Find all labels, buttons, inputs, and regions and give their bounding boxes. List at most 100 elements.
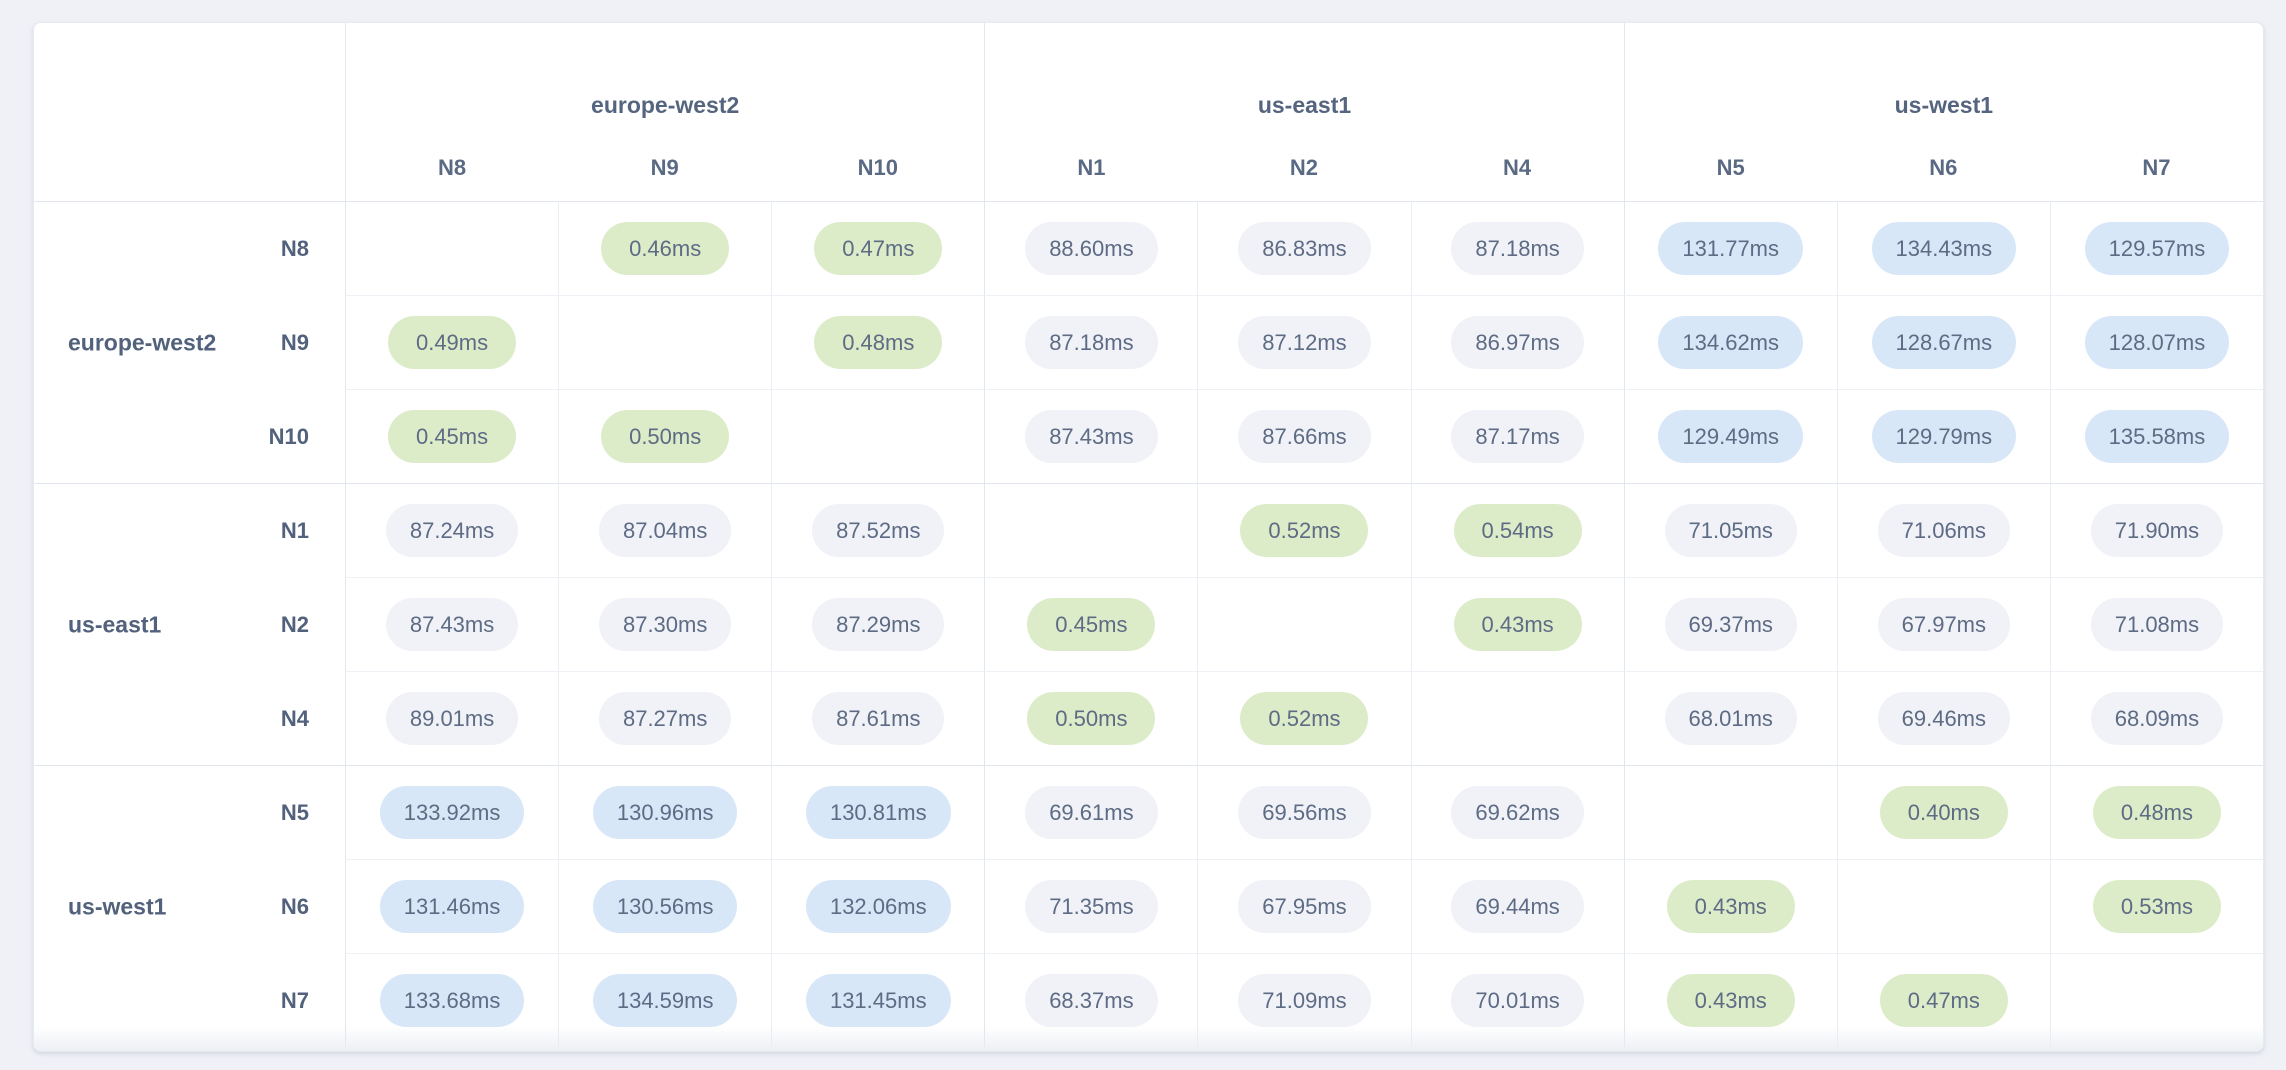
cell-N9-N6: 128.67ms [1836, 295, 2050, 389]
latency-pill-N6-N7: 0.53ms [2092, 880, 2221, 933]
cell-N5-N5 [1623, 765, 1837, 859]
cell-N5-N7: 0.48ms [2049, 765, 2263, 859]
latency-pill-N9-N6: 128.67ms [1871, 316, 2017, 369]
latency-pill-N10-N5: 129.49ms [1658, 410, 1804, 463]
latency-pill-N4-N1: 0.50ms [1027, 692, 1156, 745]
latency-pill-N10-N7: 135.58ms [2084, 410, 2230, 463]
latency-pill-N4-N2: 0.52ms [1240, 692, 1369, 745]
cell-N8-N7: 129.57ms [2049, 201, 2263, 295]
row-node-header-N10: N10 [268, 424, 309, 449]
cell-N10-N4: 87.17ms [1410, 389, 1624, 483]
cell-N5-N9: 130.96ms [558, 765, 772, 859]
row-node-header-N2: N2 [280, 612, 309, 637]
latency-pill-N7-N10: 131.45ms [805, 974, 951, 1027]
latency-pill-N6-N5: 0.43ms [1666, 880, 1795, 933]
cell-N5-N6: 0.40ms [1836, 765, 2050, 859]
cell-N7-N10: 131.45ms [771, 953, 985, 1047]
cell-N5-N1: 69.61ms [984, 765, 1198, 859]
cell-N6-N8: 131.46ms [345, 859, 559, 953]
latency-pill-N10-N1: 87.43ms [1025, 410, 1158, 463]
cell-N1-N10: 87.52ms [771, 483, 985, 577]
latency-pill-N10-N4: 87.17ms [1451, 410, 1584, 463]
latency-pill-N1-N2: 0.52ms [1240, 504, 1369, 557]
cell-N6-N4: 69.44ms [1410, 859, 1624, 953]
latency-pill-N7-N4: 70.01ms [1451, 974, 1584, 1027]
col-node-header-N6: N6 [1929, 155, 1958, 180]
row-group-label-europe-west2: europe-west2 [68, 329, 217, 355]
cell-N1-N6: 71.06ms [1836, 483, 2050, 577]
cell-N6-N5: 0.43ms [1623, 859, 1837, 953]
cell-N4-N2: 0.52ms [1197, 671, 1411, 765]
latency-pill-N9-N7: 128.07ms [2084, 316, 2230, 369]
cell-N1-N4: 0.54ms [1410, 483, 1624, 577]
latency-pill-N2-N8: 87.43ms [385, 598, 519, 651]
col-node-header-N1: N1 [984, 135, 1197, 201]
latency-pill-N8-N7: 129.57ms [2084, 222, 2230, 275]
latency-pill-N1-N7: 71.90ms [2090, 504, 2224, 557]
cell-N10-N2: 87.66ms [1197, 389, 1411, 483]
cell-N2-N2 [1197, 577, 1411, 671]
cell-N5-N8: 133.92ms [345, 765, 559, 859]
cell-N4-N5: 68.01ms [1623, 671, 1837, 765]
cell-N5-N10: 130.81ms [771, 765, 985, 859]
cell-N10-N7: 135.58ms [2049, 389, 2263, 483]
col-group-header-us-west1: us-west1 [1623, 23, 2263, 135]
latency-pill-N10-N8: 0.45ms [388, 410, 517, 463]
row-node-header-N5: N5 [280, 800, 309, 825]
latency-pill-N6-N8: 131.46ms [379, 880, 525, 933]
cell-N8-N9: 0.46ms [558, 201, 772, 295]
cell-N6-N7: 0.53ms [2049, 859, 2263, 953]
latency-pill-N1-N8: 87.24ms [385, 504, 519, 557]
latency-pill-N2-N9: 87.30ms [598, 598, 732, 651]
cell-N10-N10 [771, 389, 985, 483]
latency-pill-N2-N10: 87.29ms [812, 598, 945, 651]
latency-pill-N7-N9: 134.59ms [592, 974, 738, 1027]
latency-pill-N10-N6: 129.79ms [1871, 410, 2017, 463]
cell-N2-N5: 69.37ms [1623, 577, 1837, 671]
cell-N1-N8: 87.24ms [345, 483, 559, 577]
cell-N7-N1: 68.37ms [984, 953, 1198, 1047]
cell-N10-N6: 129.79ms [1836, 389, 2050, 483]
latency-matrix-card: europe-west2 N8 N9 N10 us-east1 N1 N2 N4 us-west… [33, 22, 2264, 1052]
cell-N7-N9: 134.59ms [558, 953, 772, 1047]
col-node-header-N4: N4 [1503, 155, 1532, 180]
cell-N1-N9: 87.04ms [558, 483, 772, 577]
cell-N8-N10: 0.47ms [771, 201, 985, 295]
latency-pill-N8-N5: 131.77ms [1658, 222, 1804, 275]
latency-pill-N1-N9: 87.04ms [598, 504, 732, 557]
cell-N5-N4: 69.62ms [1410, 765, 1624, 859]
row-group-label-us-east1: us-east1 [68, 611, 162, 637]
latency-pill-N9-N10: 0.48ms [814, 316, 943, 369]
cell-N2-N8: 87.43ms [345, 577, 559, 671]
cell-N9-N10: 0.48ms [771, 295, 985, 389]
latency-pill-N8-N2: 86.83ms [1238, 222, 1371, 275]
cell-N1-N2: 0.52ms [1197, 483, 1411, 577]
latency-pill-N6-N4: 69.44ms [1451, 880, 1584, 933]
cell-N7-N2: 71.09ms [1197, 953, 1411, 1047]
cell-N7-N7 [2049, 953, 2263, 1047]
latency-pill-N5-N2: 69.56ms [1238, 786, 1371, 839]
row-node-header-N1: N1 [280, 518, 309, 543]
cell-N10-N9: 0.50ms [558, 389, 772, 483]
cell-N8-N4: 87.18ms [1410, 201, 1624, 295]
cell-N2-N6: 67.97ms [1836, 577, 2050, 671]
cell-N9-N7: 128.07ms [2049, 295, 2263, 389]
row-node-header-N8: N8 [280, 236, 309, 261]
latency-pill-N2-N7: 71.08ms [2090, 598, 2224, 651]
cell-N7-N6: 0.47ms [1836, 953, 2050, 1047]
latency-pill-N8-N9: 0.46ms [601, 222, 730, 275]
latency-pill-N6-N10: 132.06ms [805, 880, 951, 933]
col-node-header-N9: N9 [650, 155, 679, 180]
row-node-header-N7: N7 [280, 988, 309, 1013]
row-node-header-N6: N6 [280, 894, 309, 919]
col-group-header-europe-west2: europe-west2 [345, 23, 984, 135]
latency-pill-N9-N2: 87.12ms [1238, 316, 1371, 369]
latency-pill-N1-N6: 71.06ms [1877, 504, 2011, 557]
latency-pill-N4-N9: 87.27ms [598, 692, 732, 745]
latency-pill-N7-N2: 71.09ms [1238, 974, 1371, 1027]
cell-N6-N6 [1836, 859, 2050, 953]
latency-pill-N8-N10: 0.47ms [814, 222, 943, 275]
col-node-header-N7: N7 [2142, 155, 2171, 180]
cell-N1-N7: 71.90ms [2049, 483, 2263, 577]
cell-N4-N8: 89.01ms [345, 671, 559, 765]
